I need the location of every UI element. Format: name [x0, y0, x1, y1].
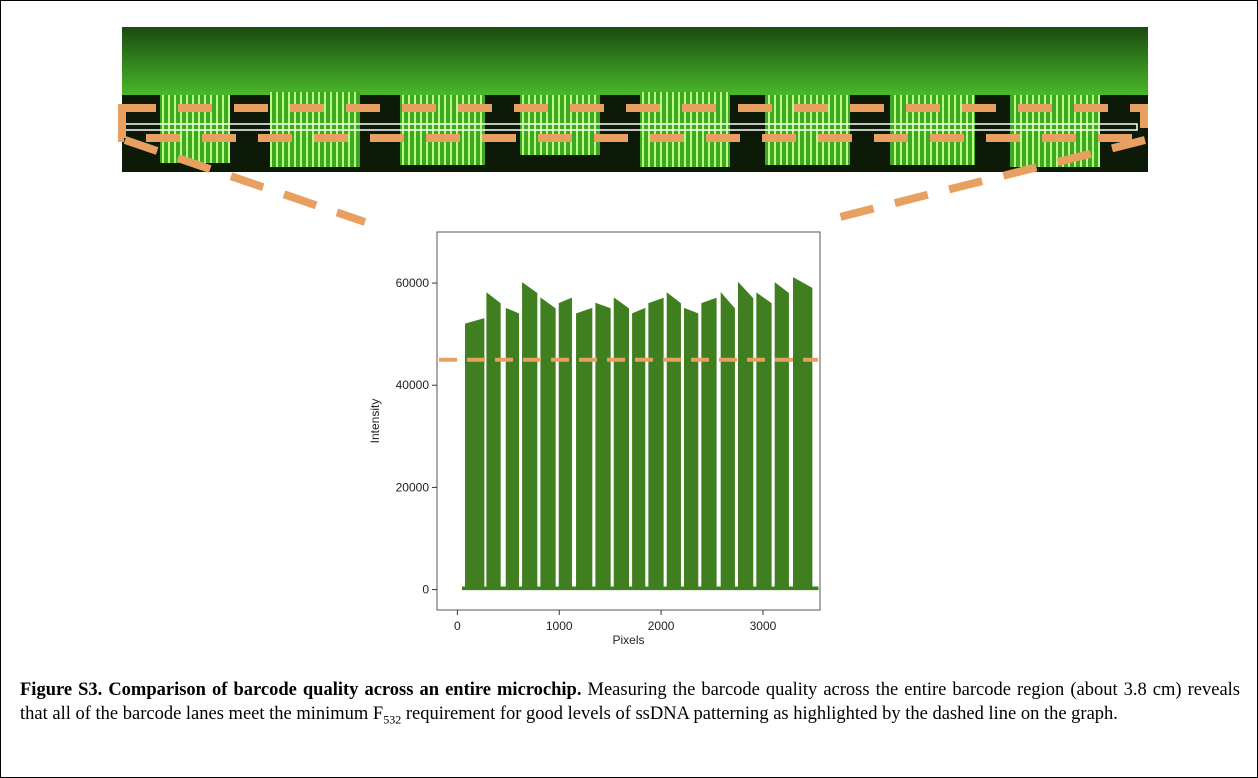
page: 0 20000 40000 60000 0 1000 2000 3000 Pixels Inten… [0, 0, 1258, 778]
microchip-image [122, 27, 1148, 172]
y-axis-label: Intensity [368, 399, 382, 444]
y-tick-label: 0 [422, 583, 429, 597]
x-tick-label: 1000 [546, 619, 573, 633]
caption: Figure S3. Comparison of barcode quality… [20, 678, 1240, 732]
x-tick-label: 0 [454, 619, 461, 633]
caption-subscript: 532 [383, 713, 401, 727]
x-tick-label: 3000 [750, 619, 777, 633]
x-axis-label: Pixels [612, 633, 644, 647]
caption-label: Figure S3. Comparison of barcode quality… [20, 680, 581, 700]
y-tick-label: 20000 [396, 480, 430, 494]
caption-text: requirement for good levels of ssDNA pat… [406, 704, 1118, 724]
y-tick-label: 60000 [396, 276, 430, 290]
x-tick-label: 2000 [648, 619, 675, 633]
intensity-area [462, 278, 817, 590]
figure: 0 20000 40000 60000 0 1000 2000 3000 Pixels Inten… [0, 0, 1258, 670]
y-tick-label: 40000 [396, 378, 430, 392]
